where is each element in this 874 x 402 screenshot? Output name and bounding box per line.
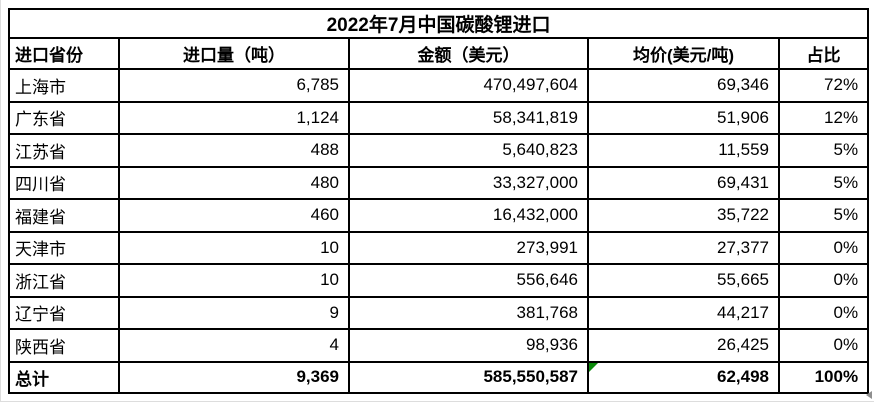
cell-total-amount: 585,550,587 xyxy=(348,360,589,394)
import-table: 2022年7月中国碳酸锂进口 进口省份 进口量（吨） 金额（美元） 均价(美元/… xyxy=(7,8,870,394)
cell-total-avg-price: 62,498 xyxy=(587,360,780,394)
cell-province: 天津市 xyxy=(8,230,120,265)
column-header-share: 占比 xyxy=(777,37,870,70)
table-row-guangdong: 广东省 1,124 58,341,819 51,906 12% xyxy=(8,100,870,135)
cell-amount: 98,936 xyxy=(348,328,589,363)
cell-import-volume: 4 xyxy=(118,328,350,363)
column-header-avg-price: 均价(美元/吨) xyxy=(587,37,780,70)
cell-province: 广东省 xyxy=(8,100,120,135)
table-row-fujian: 福建省 460 16,432,000 35,722 5% xyxy=(8,198,870,233)
cell-province: 浙江省 xyxy=(8,263,120,298)
column-header-import-volume: 进口量（吨） xyxy=(118,37,350,70)
title-row: 2022年7月中国碳酸锂进口 xyxy=(7,8,870,39)
cell-amount: 5,640,823 xyxy=(348,133,589,168)
cell-share: 0% xyxy=(777,263,870,298)
cell-avg-price: 69,431 xyxy=(587,165,780,200)
cell-total-label: 总计 xyxy=(8,360,120,394)
cell-total-share: 100% xyxy=(777,360,870,394)
cell-share: 12% xyxy=(777,100,870,135)
table-row-liaoning: 辽宁省 9 381,768 44,217 0% xyxy=(8,295,870,330)
table-row-tianjin: 天津市 10 273,991 27,377 0% xyxy=(8,230,870,265)
cell-amount: 33,327,000 xyxy=(348,165,589,200)
table-row-shanghai: 上海市 6,785 470,497,604 69,346 72% xyxy=(8,68,870,103)
cell-share: 0% xyxy=(777,230,870,265)
cell-province: 四川省 xyxy=(8,165,120,200)
cell-avg-price: 26,425 xyxy=(587,328,780,363)
cell-share: 0% xyxy=(777,328,870,363)
cell-import-volume: 9 xyxy=(118,295,350,330)
column-header-province: 进口省份 xyxy=(8,37,120,70)
cell-amount: 58,341,819 xyxy=(348,100,589,135)
page-title: 2022年7月中国碳酸锂进口 xyxy=(7,8,870,39)
cell-avg-price: 35,722 xyxy=(587,198,780,233)
cell-amount: 273,991 xyxy=(348,230,589,265)
cell-amount: 16,432,000 xyxy=(348,198,589,233)
cell-avg-price: 69,346 xyxy=(587,68,780,103)
cell-avg-price: 27,377 xyxy=(587,230,780,265)
corner-arrow-artifact-icon xyxy=(866,391,872,399)
header-row: 进口省份 进口量（吨） 金额（美元） 均价(美元/吨) 占比 xyxy=(8,37,870,70)
cell-avg-price: 44,217 xyxy=(587,295,780,330)
total-row: 总计 9,369 585,550,587 62,498 100% xyxy=(8,360,870,394)
cell-share: 5% xyxy=(777,165,870,200)
excel-error-triangle-icon xyxy=(590,363,598,372)
cell-import-volume: 6,785 xyxy=(118,68,350,103)
cell-import-volume: 480 xyxy=(118,165,350,200)
cell-share: 5% xyxy=(777,133,870,168)
cell-avg-price: 11,559 xyxy=(587,133,780,168)
cell-province: 辽宁省 xyxy=(8,295,120,330)
cell-province: 上海市 xyxy=(8,68,120,103)
cell-total-volume: 9,369 xyxy=(118,360,350,394)
table-row-sichuan: 四川省 480 33,327,000 69,431 5% xyxy=(8,165,870,200)
table-row-zhejiang: 浙江省 10 556,646 55,665 0% xyxy=(8,263,870,298)
column-header-amount: 金额（美元） xyxy=(348,37,589,70)
cell-province: 江苏省 xyxy=(8,133,120,168)
cell-avg-price: 51,906 xyxy=(587,100,780,135)
cell-import-volume: 488 xyxy=(118,133,350,168)
cell-amount: 381,768 xyxy=(348,295,589,330)
table-row-shaanxi: 陕西省 4 98,936 26,425 0% xyxy=(8,328,870,363)
cell-avg-price: 55,665 xyxy=(587,263,780,298)
cell-share: 5% xyxy=(777,198,870,233)
cell-amount: 556,646 xyxy=(348,263,589,298)
table-row-jiangsu: 江苏省 488 5,640,823 11,559 5% xyxy=(8,133,870,168)
cell-share: 0% xyxy=(777,295,870,330)
cell-province: 陕西省 xyxy=(8,328,120,363)
cell-share: 72% xyxy=(777,68,870,103)
cell-import-volume: 10 xyxy=(118,230,350,265)
cell-import-volume: 460 xyxy=(118,198,350,233)
cell-province: 福建省 xyxy=(8,198,120,233)
cell-amount: 470,497,604 xyxy=(348,68,589,103)
cell-import-volume: 1,124 xyxy=(118,100,350,135)
cell-total-avg-price-value: 62,498 xyxy=(717,367,769,386)
cell-import-volume: 10 xyxy=(118,263,350,298)
